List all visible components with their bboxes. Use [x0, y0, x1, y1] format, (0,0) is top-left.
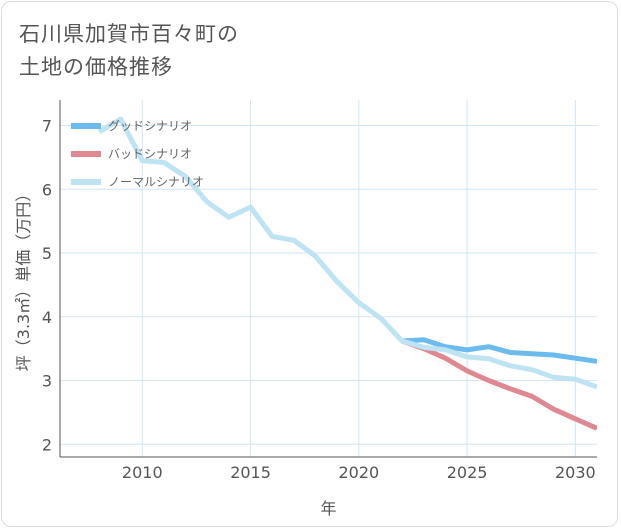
chart-title-line-1: 石川県加賀市百々町の: [19, 22, 239, 46]
y-axis-title: 坪（3.3㎡）単価（万円）: [14, 186, 33, 371]
x-tick-label: 2030: [555, 463, 596, 482]
y-tick-label: 7: [42, 117, 52, 136]
x-axis-title: 年: [320, 499, 336, 518]
y-tick-label: 5: [42, 244, 52, 263]
x-tick-label: 2010: [122, 463, 163, 482]
x-tick-label: 2025: [447, 463, 488, 482]
legend-label-bad: バッドシナリオ: [108, 147, 192, 161]
y-tick-label: 6: [42, 180, 52, 199]
series-line-good: [401, 337, 597, 364]
x-tick-label: 2015: [230, 463, 271, 482]
grid-lines: [60, 100, 597, 457]
y-tick-label: 4: [42, 308, 52, 327]
series-line-bad: [401, 338, 597, 431]
series-lines: [97, 116, 597, 431]
x-tick-label: 2020: [338, 463, 379, 482]
axes: 2010 2015 2020 2025 2030 2 3 4 5 6 7 年 坪（3.3㎡）単価（万円）: [14, 100, 597, 518]
legend-label-good: グッドシナリオ: [108, 119, 192, 133]
series-line-normal: [97, 116, 597, 390]
y-tick-label: 2: [42, 435, 52, 454]
chart-title-line-2: 土地の価格推移: [19, 55, 173, 79]
y-tick-label: 3: [42, 372, 52, 391]
legend-label-normal: ノーマルシナリオ: [108, 175, 204, 189]
chart-title: 石川県加賀市百々町の 土地の価格推移: [19, 18, 239, 84]
